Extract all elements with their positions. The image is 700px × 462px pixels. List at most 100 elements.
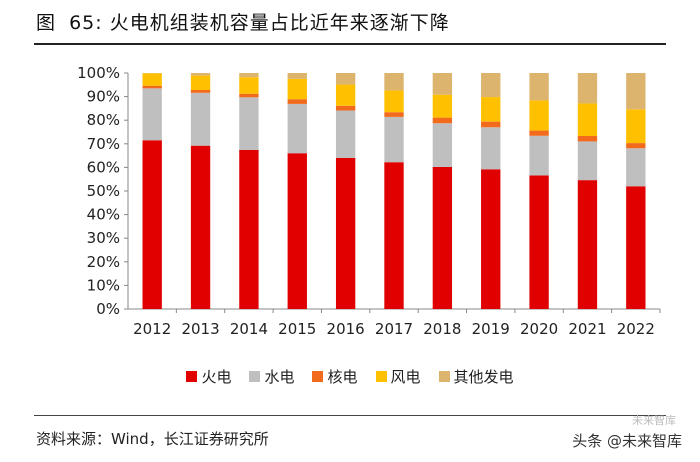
bar-segment-thermal-2016 [335,157,356,309]
bar-segment-wind-2013 [190,75,211,90]
bar-segment-hydro-2017 [384,116,404,163]
legend-swatch-nuclear [312,371,324,382]
figure-number: 65: [69,12,103,34]
bar-segment-hydro-2012 [142,88,162,141]
figure-title: 图 65: 火电机组装机容量占比近年来逐渐下降 [36,8,450,35]
legend-swatch-wind [375,371,387,382]
bar-segment-nuclear-2021 [577,136,598,142]
watermark-text: 头条 @未来智库 [572,432,682,450]
y-tick-label: 50% [87,182,120,200]
bar-segment-wind-2019 [481,97,501,122]
legend-label-hydro: 水电 [264,368,295,386]
y-tick-label: 60% [87,158,120,176]
bar-segment-nuclear-2015 [287,99,307,104]
bar-segment-nuclear-2020 [529,130,549,136]
x-tick-label: 2012 [133,320,171,338]
source-note: 资料来源：Wind，长江证券研究所 [36,430,269,448]
bar-segment-other-2016 [335,73,356,85]
figure-title-text: 火电机组装机容量占比近年来逐渐下降 [109,12,450,34]
bar-segment-other-2013 [190,73,211,76]
legend-label-nuclear: 核电 [327,368,358,386]
y-tick-label: 40% [87,206,120,224]
legend-label-wind: 风电 [390,368,421,386]
top-divider [34,43,666,45]
bar-segment-nuclear-2014 [239,93,259,98]
bar-segment-wind-2016 [335,84,356,106]
bar-segment-nuclear-2017 [384,112,404,117]
bar-segment-other-2015 [287,73,307,79]
bar-segment-wind-2020 [529,100,549,131]
x-tick-label: 2013 [181,320,219,338]
x-tick-label: 2020 [520,320,558,338]
x-tick-label: 2021 [568,320,606,338]
bar-segment-nuclear-2016 [335,105,356,111]
x-tick-label: 2014 [230,320,268,338]
bar-segment-wind-2022 [626,109,646,144]
bar-segment-hydro-2020 [529,135,549,176]
bar-segment-hydro-2014 [239,97,259,150]
bar-segment-hydro-2016 [335,110,356,158]
bar-segment-thermal-2021 [577,180,598,309]
bar-segment-hydro-2021 [577,141,598,181]
legend-swatch-thermal [186,371,198,382]
legend-item-wind: 风电 [375,366,421,387]
y-tick-label: 20% [87,253,120,271]
x-tick-label: 2015 [278,320,316,338]
bar-segment-hydro-2015 [287,103,307,154]
bar-segment-other-2021 [577,73,598,104]
legend-item-hydro: 水电 [249,366,294,387]
x-tick-label: 2022 [617,320,655,338]
chart-legend: 火电 水电 核电 风电 其他发电 [0,366,700,387]
bar-segment-wind-2018 [432,94,453,118]
bar-segment-hydro-2022 [626,148,646,187]
bar-segment-nuclear-2013 [190,89,211,93]
x-tick-label: 2018 [423,320,461,338]
bar-segment-thermal-2014 [239,149,259,309]
bottom-divider [34,415,666,416]
bar-segment-nuclear-2018 [432,117,453,124]
bar-segment-hydro-2018 [432,123,453,167]
y-tick-label: 30% [87,229,120,247]
x-tick-label: 2016 [327,320,365,338]
bar-segment-thermal-2020 [529,175,549,309]
legend-item-nuclear: 核电 [312,366,358,387]
bar-segment-nuclear-2019 [481,121,501,128]
bar-segment-nuclear-2012 [142,85,162,89]
bar-segment-wind-2021 [577,103,598,137]
legend-item-thermal: 火电 [186,366,231,387]
bar-segment-wind-2014 [239,77,259,94]
bar-segment-thermal-2013 [190,145,211,309]
y-tick-label: 70% [87,135,120,153]
bar-segment-thermal-2022 [626,186,646,309]
bar-segment-thermal-2018 [432,166,453,309]
y-tick-label: 90% [87,88,120,106]
bar-segment-other-2017 [384,73,404,91]
legend-swatch-other [438,371,450,382]
bar-segment-other-2014 [239,73,259,78]
bar-segment-hydro-2019 [481,127,501,170]
bar-segment-wind-2015 [287,78,307,100]
watermark: 未来智库 头条 @未来智库 [572,414,682,451]
bar-segment-thermal-2015 [287,153,307,309]
bar-segment-other-2022 [626,73,646,110]
bar-segment-hydro-2013 [190,92,211,146]
legend-label-thermal: 火电 [201,368,232,386]
bar-segment-wind-2012 [142,73,162,86]
bar-segment-other-2020 [529,73,549,101]
watermark-faint: 未来智库 [632,414,676,427]
y-tick-label: 0% [96,300,120,318]
legend-item-other: 其他发电 [438,366,514,387]
bar-segment-thermal-2017 [384,162,404,309]
x-tick-label: 2019 [472,320,510,338]
y-tick-label: 100% [77,64,120,82]
legend-label-other: 其他发电 [453,368,514,386]
y-tick-label: 10% [87,276,120,294]
bar-segment-other-2019 [481,73,501,98]
bar-segment-nuclear-2022 [626,143,646,149]
bar-segment-other-2018 [432,73,453,95]
x-tick-label: 2017 [375,320,413,338]
legend-swatch-hydro [249,371,261,382]
bar-segment-thermal-2019 [481,169,501,309]
bar-segment-wind-2017 [384,90,404,113]
bar-segment-thermal-2012 [142,140,162,309]
